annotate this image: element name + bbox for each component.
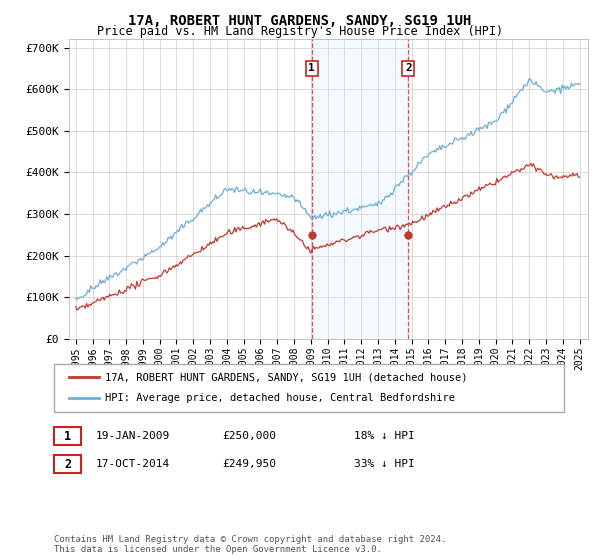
Text: Price paid vs. HM Land Registry's House Price Index (HPI): Price paid vs. HM Land Registry's House … bbox=[97, 25, 503, 38]
Text: 19-JAN-2009: 19-JAN-2009 bbox=[96, 431, 170, 441]
Text: Contains HM Land Registry data © Crown copyright and database right 2024.
This d: Contains HM Land Registry data © Crown c… bbox=[54, 535, 446, 554]
Text: 1: 1 bbox=[308, 63, 315, 73]
Text: 17A, ROBERT HUNT GARDENS, SANDY, SG19 1UH: 17A, ROBERT HUNT GARDENS, SANDY, SG19 1U… bbox=[128, 14, 472, 28]
Text: 18% ↓ HPI: 18% ↓ HPI bbox=[354, 431, 415, 441]
Text: 2: 2 bbox=[405, 63, 412, 73]
Text: 17A, ROBERT HUNT GARDENS, SANDY, SG19 1UH (detached house): 17A, ROBERT HUNT GARDENS, SANDY, SG19 1U… bbox=[105, 372, 467, 382]
Text: 17-OCT-2014: 17-OCT-2014 bbox=[96, 459, 170, 469]
Text: 1: 1 bbox=[64, 430, 71, 443]
Bar bbox=[312, 39, 408, 339]
Text: 2: 2 bbox=[64, 458, 71, 471]
Text: £250,000: £250,000 bbox=[222, 431, 276, 441]
Text: £249,950: £249,950 bbox=[222, 459, 276, 469]
Text: HPI: Average price, detached house, Central Bedfordshire: HPI: Average price, detached house, Cent… bbox=[105, 393, 455, 403]
Text: 33% ↓ HPI: 33% ↓ HPI bbox=[354, 459, 415, 469]
